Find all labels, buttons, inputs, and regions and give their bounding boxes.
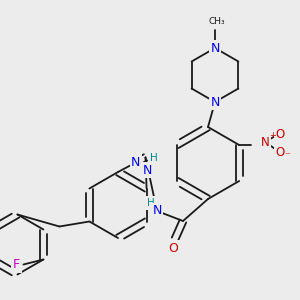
Text: O: O	[276, 146, 285, 158]
Text: N: N	[131, 156, 141, 169]
Text: N: N	[152, 205, 162, 218]
Text: +: +	[269, 130, 276, 140]
Text: O: O	[276, 128, 285, 142]
Text: F: F	[13, 258, 20, 271]
Text: CH₃: CH₃	[209, 16, 225, 26]
Text: N: N	[210, 95, 220, 109]
Text: N: N	[143, 164, 153, 177]
Text: N: N	[210, 41, 220, 55]
Text: H: H	[147, 198, 155, 208]
Text: H: H	[150, 153, 158, 163]
Text: O: O	[168, 242, 178, 254]
Text: N: N	[261, 136, 270, 148]
Text: ⁻: ⁻	[284, 151, 290, 161]
